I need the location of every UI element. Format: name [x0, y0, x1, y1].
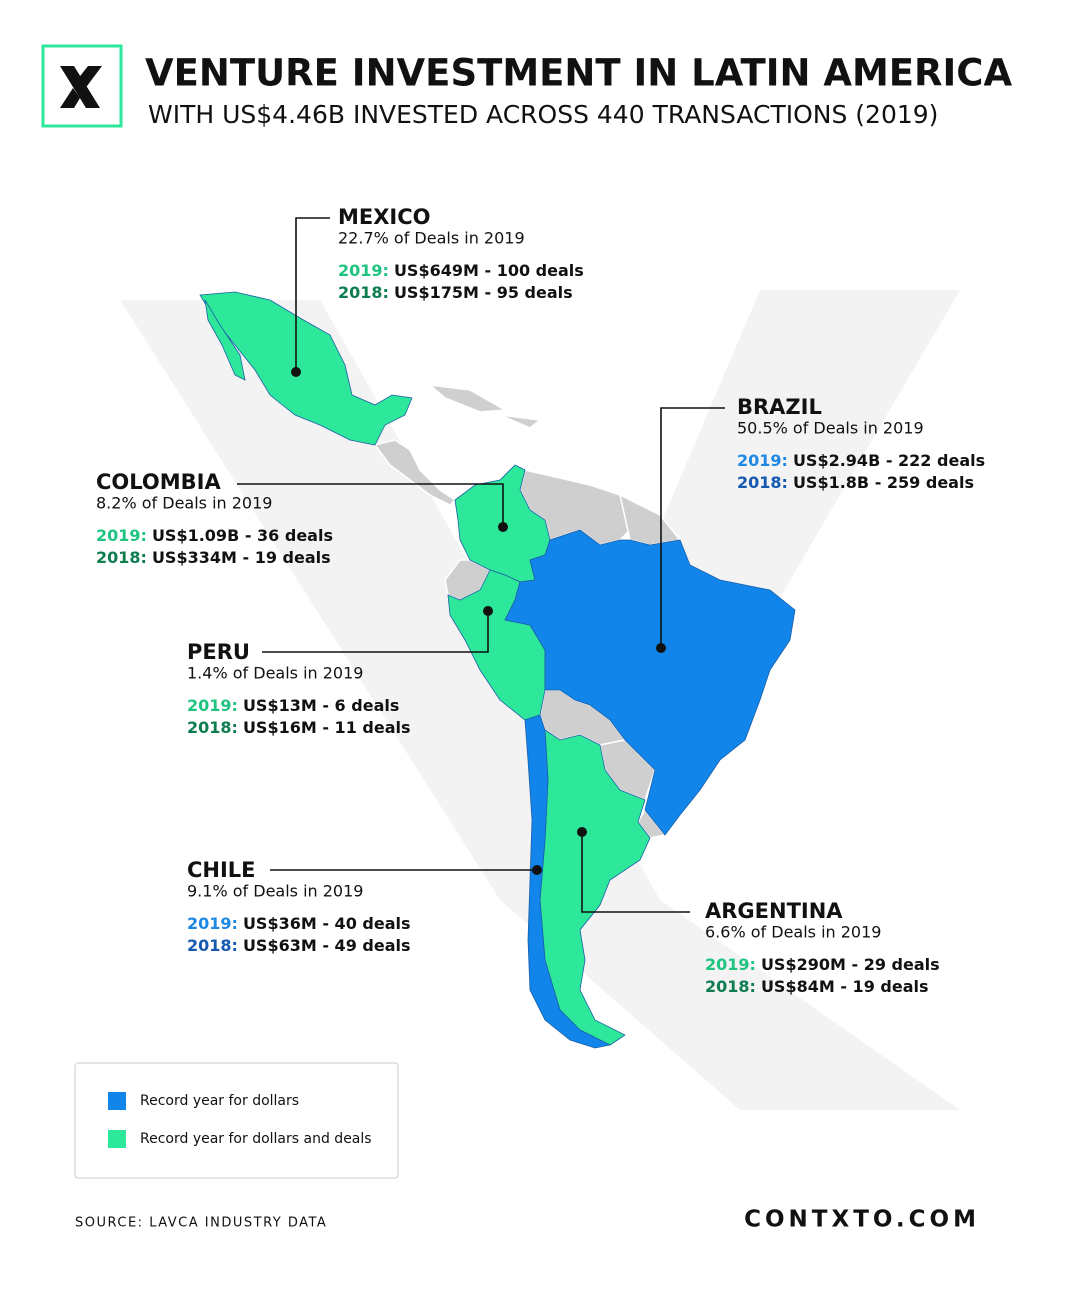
year-line: 2018: US$334M - 19 deals [96, 548, 331, 567]
brand: CONTXTO.COM [744, 1207, 980, 1233]
year-label: 2019: [737, 451, 788, 470]
legend-swatch [108, 1130, 126, 1148]
legend-label: Record year for dollars and deals [140, 1131, 372, 1147]
year-detail: US$334M - 19 deals [152, 548, 331, 567]
year-label: 2019: [187, 914, 238, 933]
year-line: 2019: US$649M - 100 deals [338, 261, 584, 280]
year-label: 2018: [96, 548, 147, 567]
brazil-shape [504, 529, 796, 836]
year-label: 2018: [737, 473, 788, 492]
year-label: 2019: [187, 696, 238, 715]
year-line: 2018: US$175M - 95 deals [338, 283, 573, 302]
year-line: 2019: US$36M - 40 deals [187, 914, 411, 933]
year-detail: US$290M - 29 deals [761, 955, 940, 974]
year-label: 2018: [338, 283, 389, 302]
leader-lines [237, 217, 725, 913]
source: SOURCE: LAVCA INDUSTRY DATA [75, 1216, 327, 1231]
deal-share: 9.1% of Deals in 2019 [187, 882, 363, 901]
deal-share: 8.2% of Deals in 2019 [96, 494, 272, 513]
country-name: MEXICO [338, 205, 431, 229]
country-name: BRAZIL [737, 395, 822, 419]
year-detail: US$175M - 95 deals [394, 283, 573, 302]
chile-shape [524, 714, 612, 1049]
country-name: CHILE [187, 858, 256, 882]
year-detail: US$2.94B - 222 deals [793, 451, 985, 470]
year-label: 2018: [187, 718, 238, 737]
deal-share: 22.7% of Deals in 2019 [338, 229, 525, 248]
year-label: 2018: [705, 977, 756, 996]
year-label: 2018: [187, 936, 238, 955]
year-detail: US$1.8B - 259 deals [793, 473, 974, 492]
year-detail: US$649M - 100 deals [394, 261, 584, 280]
year-detail: US$16M - 11 deals [243, 718, 411, 737]
year-line: 2018: US$16M - 11 deals [187, 718, 411, 737]
year-line: 2019: US$13M - 6 deals [187, 696, 399, 715]
logo [41, 44, 123, 128]
year-detail: US$1.09B - 36 deals [152, 526, 333, 545]
year-line: 2019: US$290M - 29 deals [705, 955, 940, 974]
legend-swatch [108, 1092, 126, 1110]
deal-share: 50.5% of Deals in 2019 [737, 419, 924, 438]
country-name: ARGENTINA [705, 899, 843, 923]
deal-share: 6.6% of Deals in 2019 [705, 923, 881, 942]
year-line: 2018: US$84M - 19 deals [705, 977, 929, 996]
year-line: 2018: US$1.8B - 259 deals [737, 473, 974, 492]
country-name: COLOMBIA [96, 470, 221, 494]
deal-share: 1.4% of Deals in 2019 [187, 664, 363, 683]
mexico-shape [199, 291, 413, 446]
year-detail: US$84M - 19 deals [761, 977, 929, 996]
legend-box [74, 1062, 399, 1179]
subtitle: WITH US$4.46B INVESTED ACROSS 440 TRANSA… [148, 100, 938, 129]
year-line: 2019: US$1.09B - 36 deals [96, 526, 333, 545]
year-detail: US$13M - 6 deals [243, 696, 399, 715]
legend: Record year for dollars Record year for d… [108, 1092, 372, 1148]
title: VENTURE INVESTMENT IN LATIN AMERICA [145, 52, 1012, 95]
country-name: PERU [187, 640, 250, 664]
year-line: 2019: US$2.94B - 222 deals [737, 451, 985, 470]
year-detail: US$63M - 49 deals [243, 936, 411, 955]
year-label: 2019: [96, 526, 147, 545]
year-line: 2018: US$63M - 49 deals [187, 936, 411, 955]
year-detail: US$36M - 40 deals [243, 914, 411, 933]
legend-label: Record year for dollars [140, 1093, 299, 1109]
year-label: 2019: [338, 261, 389, 280]
year-label: 2019: [705, 955, 756, 974]
